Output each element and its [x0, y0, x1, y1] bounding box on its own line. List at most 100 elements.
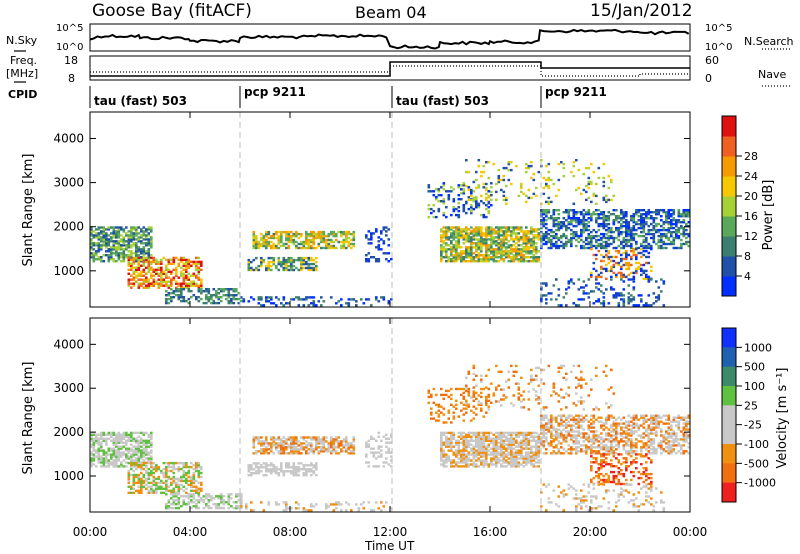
echo-cell: [660, 278, 663, 281]
echo-cell: [542, 236, 546, 240]
echo-cell: [687, 234, 691, 238]
echo-cell: [97, 236, 101, 239]
echo-cell: [667, 221, 671, 224]
echo-cell: [597, 213, 601, 216]
echo-cell: [547, 200, 551, 204]
echo-cell: [140, 449, 143, 452]
echo-cell: [115, 248, 118, 251]
echo-cell: [387, 441, 391, 444]
echo-cell: [252, 472, 256, 475]
echo-cell: [480, 453, 483, 456]
echo-cell: [310, 258, 313, 262]
echo-cell: [377, 240, 381, 243]
echo-cell: [615, 215, 618, 218]
echo-cell: [640, 242, 643, 246]
echo-cell: [187, 258, 191, 262]
echo-cell: [665, 221, 668, 224]
echo-cell: [332, 440, 336, 443]
echo-cell: [315, 232, 318, 236]
echo-cell: [305, 452, 308, 455]
echo-cell: [100, 258, 103, 261]
echo-cell: [162, 487, 166, 490]
echo-cell: [457, 443, 461, 446]
echo-cell: [465, 211, 468, 215]
echo-cell: [467, 441, 471, 444]
echo-cell: [510, 453, 513, 456]
echo-cell: [145, 487, 148, 490]
echo-cell: [477, 445, 481, 448]
echo-cell: [590, 271, 593, 275]
echo-cell: [222, 495, 226, 498]
echo-cell: [325, 242, 328, 246]
echo-cell: [175, 477, 178, 481]
echo-cell: [615, 275, 618, 279]
echo-cell: [477, 242, 481, 245]
echo-cell: [207, 505, 211, 508]
echo-cell: [165, 282, 168, 285]
echo-cell: [330, 442, 333, 445]
echo-cell: [530, 435, 533, 438]
echo-cell: [607, 230, 611, 234]
echo-cell: [122, 453, 126, 456]
echo-cell: [505, 455, 508, 458]
echo-cell: [530, 445, 533, 448]
echo-cell: [257, 436, 261, 439]
echo-cell: [470, 439, 473, 442]
echo-cell: [182, 278, 186, 281]
echo-cell: [622, 280, 626, 283]
echo-cell: [592, 228, 596, 232]
echo-cell: [157, 262, 161, 265]
echo-cell: [572, 219, 576, 222]
echo-cell: [487, 260, 491, 263]
echo-cell: [500, 228, 503, 231]
echo-cell: [227, 501, 231, 504]
echo-cell: [682, 215, 686, 218]
echo-cell: [165, 301, 168, 305]
echo-cell: [460, 254, 463, 257]
echo-cell: [215, 301, 218, 305]
echo-cell: [137, 463, 141, 467]
echo-cell: [90, 234, 93, 237]
echo-cell: [505, 228, 508, 231]
echo-cell: [170, 493, 173, 496]
echo-cell: [542, 294, 546, 297]
echo-cell: [485, 234, 488, 237]
echo-cell: [310, 446, 313, 449]
echo-cell: [300, 262, 303, 266]
echo-cell: [217, 506, 221, 510]
echo-cell: [282, 262, 286, 266]
echo-cell: [307, 464, 311, 467]
echo-cell: [570, 242, 573, 246]
echo-cell: [502, 457, 506, 460]
echo-cell: [490, 439, 493, 442]
echo-cell: [125, 431, 128, 435]
echo-cell: [515, 453, 518, 456]
nsky-trace: [89, 28, 690, 50]
echo-cell: [487, 209, 491, 213]
echo-cell: [602, 292, 606, 295]
echo-cell: [645, 261, 648, 265]
echo-cell: [625, 228, 628, 232]
echo-cell: [427, 186, 431, 189]
echo-cell: [525, 256, 528, 259]
echo-cell: [490, 441, 493, 444]
echo-cell: [452, 198, 456, 201]
echo-cell: [117, 228, 121, 231]
echo-cell: [525, 463, 528, 466]
echo-cell: [637, 251, 641, 255]
echo-cell: [287, 244, 291, 248]
echo-cell: [682, 221, 686, 224]
echo-cell: [570, 221, 573, 224]
echo-cell: [480, 435, 483, 438]
echo-cell: [557, 178, 561, 182]
echo-cell: [332, 246, 336, 250]
echo-cell: [300, 258, 303, 262]
echo-cell: [127, 457, 131, 460]
echo-cell: [162, 284, 166, 287]
echo-cell: [545, 242, 548, 246]
echo-cell: [310, 448, 313, 451]
freq-left-bottom-tick: 8: [68, 72, 75, 85]
echo-cell: [310, 468, 313, 471]
echo-cell: [137, 451, 141, 454]
echo-cell: [90, 465, 93, 468]
